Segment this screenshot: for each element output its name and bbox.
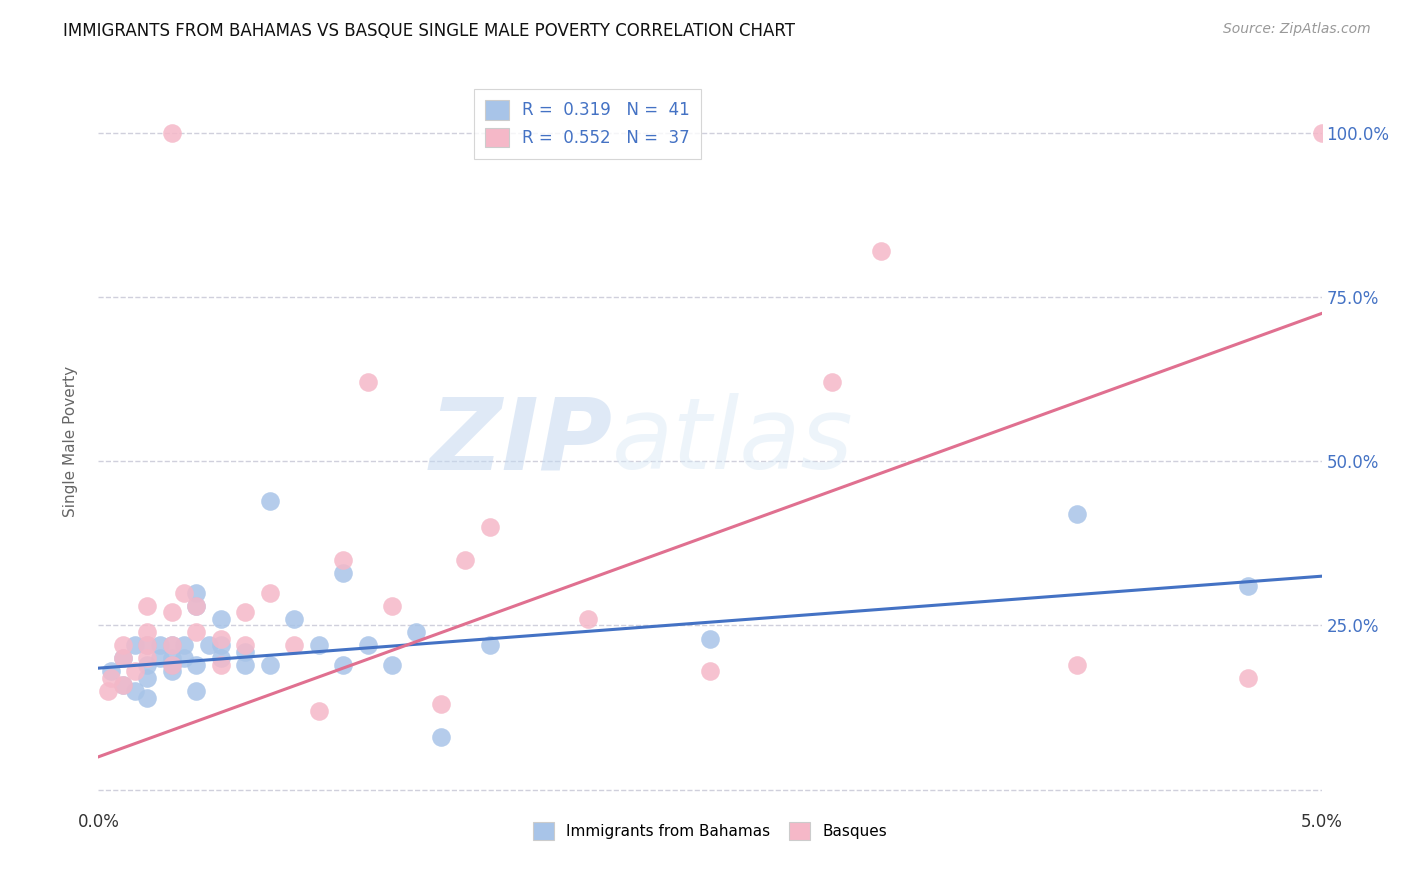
Point — [356, 638, 378, 652]
Point — [308, 638, 330, 652]
Point — [186, 599, 208, 613]
Point — [381, 657, 404, 672]
Point — [111, 677, 134, 691]
Point — [160, 651, 183, 665]
Text: Source: ZipAtlas.com: Source: ZipAtlas.com — [1223, 22, 1371, 37]
Point — [1237, 579, 1260, 593]
Point — [111, 651, 134, 665]
Point — [478, 520, 501, 534]
Point — [197, 638, 219, 652]
Point — [149, 638, 172, 652]
Point — [430, 730, 453, 744]
Point — [454, 553, 477, 567]
Point — [1237, 671, 1260, 685]
Point — [233, 638, 256, 652]
Point — [283, 638, 305, 652]
Point — [186, 625, 208, 640]
Point — [160, 126, 183, 140]
Point — [259, 493, 281, 508]
Point — [136, 671, 159, 685]
Point — [430, 698, 453, 712]
Point — [209, 651, 232, 665]
Y-axis label: Single Male Poverty: Single Male Poverty — [63, 366, 77, 517]
Point — [173, 651, 195, 665]
Point — [124, 684, 146, 698]
Point — [160, 665, 183, 679]
Point — [356, 376, 378, 390]
Point — [332, 566, 354, 580]
Point — [1310, 126, 1333, 140]
Point — [111, 677, 134, 691]
Point — [186, 657, 208, 672]
Point — [186, 585, 208, 599]
Point — [332, 657, 354, 672]
Point — [160, 638, 183, 652]
Point — [149, 651, 172, 665]
Point — [405, 625, 427, 640]
Point — [111, 638, 134, 652]
Point — [209, 632, 232, 646]
Point — [821, 376, 844, 390]
Point — [1066, 507, 1088, 521]
Point — [100, 665, 122, 679]
Point — [136, 657, 159, 672]
Point — [111, 651, 134, 665]
Point — [381, 599, 404, 613]
Point — [332, 553, 354, 567]
Point — [173, 638, 195, 652]
Point — [136, 599, 159, 613]
Point — [124, 638, 146, 652]
Point — [136, 651, 159, 665]
Point — [136, 638, 159, 652]
Text: ZIP: ZIP — [429, 393, 612, 490]
Point — [699, 665, 721, 679]
Point — [870, 244, 893, 258]
Point — [136, 690, 159, 705]
Point — [136, 625, 159, 640]
Point — [124, 665, 146, 679]
Point — [97, 684, 120, 698]
Point — [478, 638, 501, 652]
Point — [173, 585, 195, 599]
Point — [259, 585, 281, 599]
Text: atlas: atlas — [612, 393, 853, 490]
Point — [160, 605, 183, 619]
Point — [136, 638, 159, 652]
Point — [160, 638, 183, 652]
Point — [699, 632, 721, 646]
Point — [233, 645, 256, 659]
Point — [576, 612, 599, 626]
Point — [233, 605, 256, 619]
Point — [186, 684, 208, 698]
Point — [283, 612, 305, 626]
Point — [209, 638, 232, 652]
Point — [100, 671, 122, 685]
Legend: Immigrants from Bahamas, Basques: Immigrants from Bahamas, Basques — [527, 816, 893, 846]
Point — [259, 657, 281, 672]
Point — [308, 704, 330, 718]
Text: IMMIGRANTS FROM BAHAMAS VS BASQUE SINGLE MALE POVERTY CORRELATION CHART: IMMIGRANTS FROM BAHAMAS VS BASQUE SINGLE… — [63, 22, 796, 40]
Point — [160, 657, 183, 672]
Point — [209, 612, 232, 626]
Point — [233, 657, 256, 672]
Point — [209, 657, 232, 672]
Point — [1066, 657, 1088, 672]
Point — [160, 657, 183, 672]
Point — [186, 599, 208, 613]
